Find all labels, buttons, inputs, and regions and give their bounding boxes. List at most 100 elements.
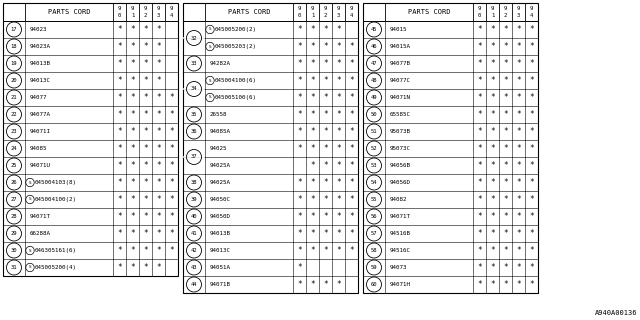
Text: *: * — [323, 246, 328, 255]
Text: *: * — [156, 76, 161, 85]
Text: 94013B: 94013B — [30, 61, 51, 66]
Text: *: * — [490, 246, 495, 255]
Text: *: * — [297, 246, 302, 255]
Text: *: * — [349, 178, 354, 187]
Text: *: * — [529, 161, 534, 170]
Text: 94071N: 94071N — [390, 95, 411, 100]
Text: 94071B: 94071B — [210, 282, 231, 287]
Text: 045004103(8): 045004103(8) — [35, 180, 77, 185]
Text: *: * — [297, 195, 302, 204]
Text: *: * — [477, 212, 482, 221]
Text: *: * — [169, 246, 174, 255]
Text: 33: 33 — [191, 61, 197, 66]
Text: 94071H: 94071H — [390, 282, 411, 287]
Text: *: * — [156, 229, 161, 238]
Bar — [363, 3, 538, 293]
Text: *: * — [297, 212, 302, 221]
Text: 26558: 26558 — [210, 112, 227, 117]
Text: *: * — [516, 25, 521, 34]
Text: 94282A: 94282A — [210, 61, 231, 66]
Text: *: * — [516, 93, 521, 102]
Text: 52: 52 — [371, 146, 377, 151]
Text: 045005203(2): 045005203(2) — [215, 44, 257, 49]
Text: *: * — [490, 42, 495, 51]
Text: 9: 9 — [170, 6, 173, 11]
Text: 94071T: 94071T — [390, 214, 411, 219]
Text: *: * — [143, 59, 148, 68]
Text: *: * — [156, 144, 161, 153]
Text: *: * — [297, 144, 302, 153]
Text: *: * — [297, 280, 302, 289]
Text: *: * — [143, 110, 148, 119]
Text: 17: 17 — [11, 27, 17, 32]
Text: *: * — [529, 246, 534, 255]
Text: *: * — [323, 110, 328, 119]
Text: 94077C: 94077C — [390, 78, 411, 83]
Text: 94025A: 94025A — [210, 163, 231, 168]
Text: 45: 45 — [371, 27, 377, 32]
Text: *: * — [477, 25, 482, 34]
Text: *: * — [336, 110, 341, 119]
Text: 9: 9 — [517, 6, 520, 11]
Text: *: * — [336, 59, 341, 68]
Text: *: * — [143, 42, 148, 51]
Text: *: * — [477, 59, 482, 68]
Text: *: * — [156, 25, 161, 34]
Text: 66288A: 66288A — [30, 231, 51, 236]
Text: A940A00136: A940A00136 — [595, 310, 637, 316]
Text: *: * — [143, 144, 148, 153]
Text: 94050D: 94050D — [210, 214, 231, 219]
Text: *: * — [490, 263, 495, 272]
Text: *: * — [323, 178, 328, 187]
Text: S: S — [29, 266, 31, 269]
Text: 9: 9 — [337, 6, 340, 11]
Text: *: * — [336, 280, 341, 289]
Text: *: * — [310, 229, 315, 238]
Text: *: * — [297, 263, 302, 272]
Text: *: * — [297, 93, 302, 102]
Text: 95073B: 95073B — [390, 129, 411, 134]
Text: *: * — [143, 246, 148, 255]
Text: S: S — [29, 249, 31, 252]
Text: *: * — [490, 144, 495, 153]
Text: *: * — [490, 280, 495, 289]
Text: 46: 46 — [371, 44, 377, 49]
Text: *: * — [143, 263, 148, 272]
Text: *: * — [516, 178, 521, 187]
Text: *: * — [529, 93, 534, 102]
Text: 20: 20 — [11, 78, 17, 83]
Text: *: * — [516, 59, 521, 68]
Text: *: * — [477, 127, 482, 136]
Text: *: * — [117, 110, 122, 119]
Text: *: * — [117, 93, 122, 102]
Text: 4: 4 — [170, 13, 173, 19]
Text: 9: 9 — [311, 6, 314, 11]
Text: *: * — [310, 93, 315, 102]
Text: *: * — [529, 178, 534, 187]
Text: *: * — [310, 42, 315, 51]
Text: *: * — [143, 127, 148, 136]
Text: *: * — [117, 59, 122, 68]
Text: 49: 49 — [371, 95, 377, 100]
Text: *: * — [297, 127, 302, 136]
Text: 94082: 94082 — [390, 197, 408, 202]
Text: 18: 18 — [11, 44, 17, 49]
Text: *: * — [529, 263, 534, 272]
Text: *: * — [490, 229, 495, 238]
Text: 94085A: 94085A — [210, 129, 231, 134]
Text: *: * — [490, 59, 495, 68]
Text: S: S — [209, 95, 211, 100]
Text: *: * — [310, 161, 315, 170]
Text: *: * — [310, 25, 315, 34]
Text: 50: 50 — [371, 112, 377, 117]
Text: *: * — [503, 280, 508, 289]
Text: *: * — [477, 195, 482, 204]
Text: *: * — [130, 178, 135, 187]
Text: 94023A: 94023A — [30, 44, 51, 49]
Text: 045005200(2): 045005200(2) — [215, 27, 257, 32]
Text: *: * — [529, 144, 534, 153]
Text: *: * — [323, 212, 328, 221]
Text: *: * — [503, 246, 508, 255]
Text: 29: 29 — [11, 231, 17, 236]
Text: *: * — [336, 246, 341, 255]
